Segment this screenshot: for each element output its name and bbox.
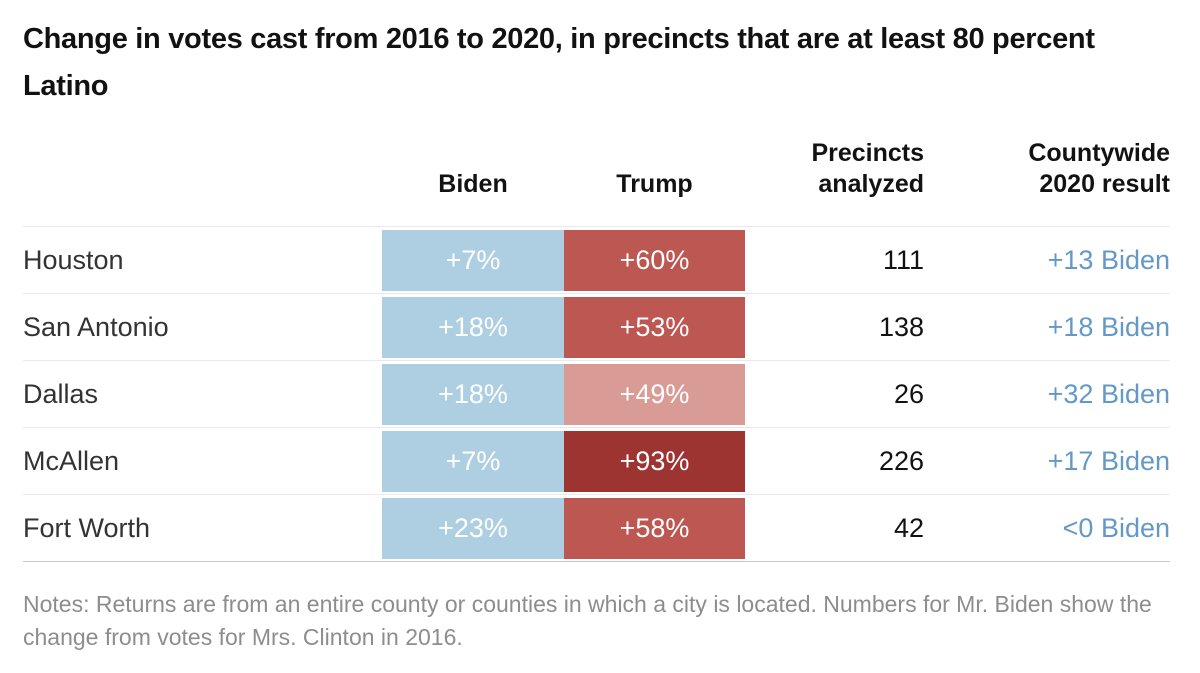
trump-change-cell: +93% <box>564 430 745 492</box>
countywide-result-value: +17 Biden <box>1047 445 1170 476</box>
table-row-fort-worth: Fort Worth +23% +58% 42 <0 Biden <box>23 494 1170 561</box>
countywide-result-value: +32 Biden <box>1047 378 1170 409</box>
city-label: Dallas <box>23 378 99 409</box>
table-body: Houston +7% +60% 111 +13 Biden San Anton… <box>23 226 1170 562</box>
precincts-analyzed-value: 138 <box>878 311 924 342</box>
column-header-biden: Biden <box>438 170 508 198</box>
table-row-houston: Houston +7% +60% 111 +13 Biden <box>23 226 1170 293</box>
countywide-result-value: <0 Biden <box>1062 512 1170 543</box>
biden-change-cell: +18% <box>382 363 564 425</box>
city-label: Houston <box>23 244 124 275</box>
precincts-analyzed-value: 42 <box>893 512 924 543</box>
city-label: San Antonio <box>23 311 169 342</box>
trump-change-cell: +49% <box>564 363 745 425</box>
countywide-result-value: +18 Biden <box>1047 311 1170 342</box>
column-header-trump: Trump <box>616 170 693 198</box>
biden-change-cell: +7% <box>382 229 564 291</box>
chart-title: Change in votes cast from 2016 to 2020, … <box>23 23 1095 102</box>
city-label: Fort Worth <box>23 512 151 543</box>
table-header-row: Biden Trump Precincts analyzed Countywid… <box>23 138 1170 226</box>
precincts-analyzed-value: 226 <box>878 445 924 476</box>
biden-change-cell: +23% <box>382 497 564 559</box>
countywide-result-value: +13 Biden <box>1047 244 1170 275</box>
precincts-analyzed-value: 111 <box>882 244 924 275</box>
column-header-countywide: Countywide 2020 result <box>1028 139 1170 198</box>
vote-change-table-graphic: Change in votes cast from 2016 to 2020, … <box>23 23 1170 650</box>
trump-change-cell: +60% <box>564 229 745 291</box>
table-row-mcallen: McAllen +7% +93% 226 +17 Biden <box>23 427 1170 494</box>
table-row-san-antonio: San Antonio +18% +53% 138 +18 Biden <box>23 293 1170 360</box>
precincts-analyzed-value: 26 <box>893 378 924 409</box>
trump-change-cell: +58% <box>564 497 745 559</box>
biden-change-cell: +18% <box>382 296 564 358</box>
footnote: Notes: Returns are from an entire county… <box>23 591 1152 650</box>
biden-change-cell: +7% <box>382 430 564 492</box>
trump-change-cell: +53% <box>564 296 745 358</box>
city-label: McAllen <box>23 445 120 476</box>
column-header-precincts: Precincts analyzed <box>811 139 924 198</box>
table-row-dallas: Dallas +18% +49% 26 +32 Biden <box>23 360 1170 427</box>
